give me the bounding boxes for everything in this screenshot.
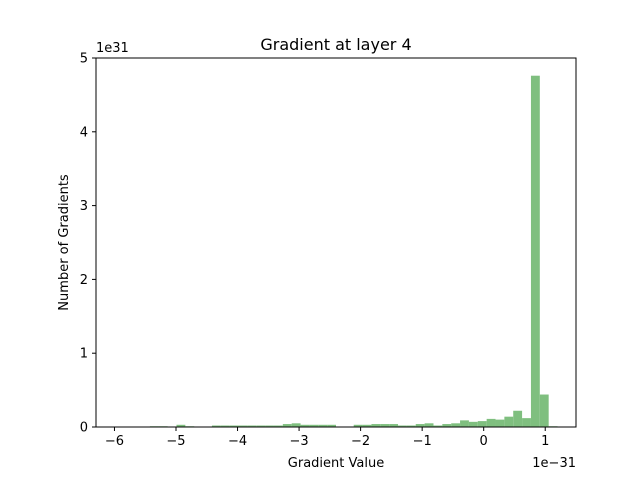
y-tick-label: 1: [80, 347, 88, 362]
y-axis-label: Number of Gradients: [57, 174, 72, 311]
y-tick-label: 0: [80, 421, 88, 436]
y-tick-label: 2: [80, 273, 88, 288]
x-axis-offset-text: 1e−31: [532, 456, 576, 471]
histogram-bar: [256, 425, 266, 427]
histogram-bar: [371, 424, 381, 427]
chart-title: Gradient at layer 4: [260, 35, 411, 54]
histogram-bar: [442, 424, 452, 427]
histogram-bar: [513, 410, 523, 427]
histogram-bar: [380, 424, 390, 427]
histogram-bar: [433, 425, 443, 427]
histogram-bar: [282, 424, 292, 427]
y-tick-label: 3: [80, 199, 88, 214]
histogram-bar: [220, 425, 230, 427]
histogram-bar: [415, 424, 425, 427]
histogram-bar: [273, 425, 283, 427]
histogram-bar: [460, 420, 469, 427]
histogram-bar: [300, 424, 310, 427]
histogram-bar: [176, 424, 186, 427]
histogram-bar: [229, 425, 239, 427]
histogram-bar: [265, 425, 274, 427]
histogram-bar: [211, 425, 221, 427]
histogram-bar: [309, 424, 319, 427]
x-tick-label: 1: [541, 434, 549, 449]
histogram-bar: [398, 425, 407, 427]
x-axis-label: Gradient Value: [288, 456, 384, 471]
histogram-bar: [424, 423, 434, 427]
histogram-bar: [291, 423, 301, 427]
histogram-bar: [362, 424, 372, 427]
histogram-bar: [247, 425, 257, 427]
histogram-bar: [406, 425, 416, 427]
x-tick-label: −4: [228, 434, 247, 449]
x-tick-label: 0: [480, 434, 488, 449]
histogram-bar: [495, 419, 505, 427]
y-tick-label: 5: [80, 52, 88, 67]
histogram-bar: [504, 416, 514, 427]
x-axis-ticks: −6 −5 −4 −3 −2 −1 0 1: [105, 427, 549, 449]
y-tick-label: 4: [80, 125, 88, 140]
x-tick-label: −5: [166, 434, 185, 449]
x-tick-label: −2: [351, 434, 370, 449]
histogram-bar: [477, 421, 487, 427]
histogram-bar: [468, 421, 478, 427]
x-tick-label: −3: [289, 434, 308, 449]
plot-frame: [95, 57, 577, 428]
histogram-bar: [238, 425, 248, 427]
y-axis-ticks: 0 1 2 3 4 5: [80, 52, 96, 436]
histogram-bar: [318, 424, 328, 427]
histogram-bar: [353, 424, 363, 427]
histogram-bar: [522, 418, 531, 427]
histogram-bar: [389, 424, 399, 427]
x-tick-label: −6: [105, 434, 124, 449]
histogram-bar: [539, 394, 549, 427]
y-axis-offset-text: 1e31: [96, 41, 129, 56]
x-tick-label: −1: [413, 434, 432, 449]
histogram-bar: [451, 423, 461, 427]
histogram-bars: [149, 75, 558, 428]
histogram-bar: [530, 75, 540, 428]
histogram-bar: [486, 418, 496, 427]
histogram-bar: [327, 424, 336, 427]
